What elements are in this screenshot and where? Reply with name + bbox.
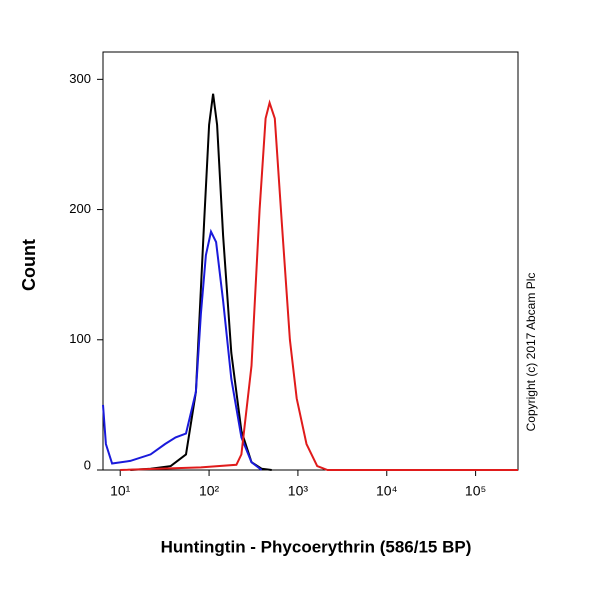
x-tick-label: 10⁴ [376,483,398,499]
x-axis-label: Huntingtin - Phycoerythrin (586/15 BP) [161,537,472,556]
x-tick-label: 10¹ [110,483,131,499]
x-tick-label: 10⁵ [465,483,486,499]
copyright-annotation: Copyright (c) 2017 Abcam Plc [524,273,538,432]
y-tick-label: 0 [84,457,91,472]
histogram-line [120,99,518,471]
y-axis-label: Count [19,239,39,291]
y-tick-label: 100 [69,331,91,346]
histogram-line [130,93,272,471]
plot-frame [102,51,519,471]
x-tick-label: 10³ [288,483,309,499]
x-tick-label: 10² [199,483,220,499]
y-tick-label: 300 [69,71,91,86]
y-tick-label: 200 [69,201,91,216]
histogram-line [102,228,263,471]
